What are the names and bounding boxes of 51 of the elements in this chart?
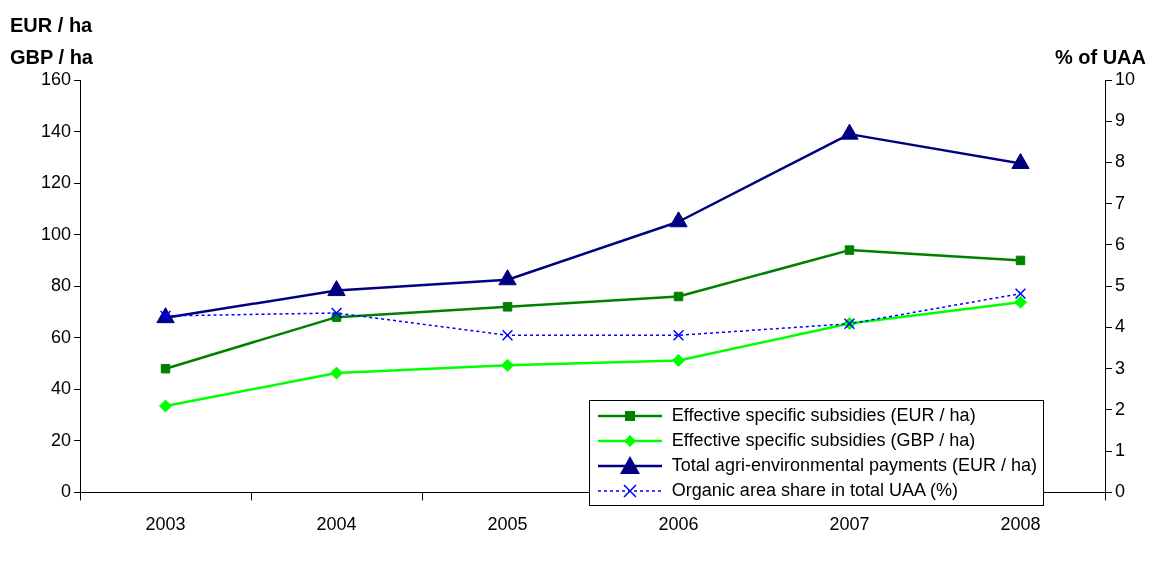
y2-tick-label: 10	[1114, 68, 1136, 89]
x-tick-label: 2008	[1000, 514, 1041, 535]
legend-label: Total agri-environmental payments (EUR / ha)	[671, 455, 1037, 476]
point	[1014, 287, 1027, 300]
y2-tick-label: 3	[1114, 357, 1125, 378]
point	[672, 353, 685, 367]
y-tick-label: 60	[51, 326, 72, 347]
point	[1015, 255, 1026, 266]
y-tick-label: 160	[40, 68, 72, 89]
x-tick-label: 2004	[316, 514, 357, 535]
y-axis-title: EUR / ha GBP / ha	[10, 14, 94, 68]
x-tick-label: 2006	[658, 514, 699, 535]
y2-tick-label: 6	[1114, 233, 1125, 254]
point	[160, 363, 171, 374]
point	[501, 358, 515, 372]
y-tick-label: 40	[51, 378, 72, 399]
point	[840, 123, 859, 140]
y-tick-label: 20	[51, 429, 72, 450]
point	[330, 366, 344, 380]
y-tick-label: 100	[40, 223, 72, 244]
point	[498, 269, 517, 286]
legend-label: Effective specific subsidies (GBP / ha)	[671, 430, 976, 451]
x-tick-label: 2005	[487, 514, 528, 535]
point	[669, 211, 688, 228]
x-tick-label: 2003	[145, 514, 186, 535]
y2-tick-label: 8	[1114, 151, 1125, 172]
y2-tick-label: 5	[1114, 275, 1125, 296]
y2-tick-label: 9	[1114, 110, 1125, 131]
y2-axis-title: % of UAA	[1054, 46, 1146, 68]
y-tick-label: 140	[40, 120, 72, 141]
point	[502, 302, 513, 312]
y2-tick-label: 2	[1114, 398, 1125, 419]
point	[327, 280, 346, 297]
point	[844, 245, 855, 255]
point	[1011, 153, 1030, 170]
y-tick-label: 80	[51, 275, 72, 296]
y2-tick-label: 0	[1114, 481, 1125, 502]
y2-tick-label: 4	[1114, 316, 1125, 337]
point	[501, 329, 514, 341]
point	[159, 399, 173, 413]
x-tick-label: 2007	[829, 514, 870, 535]
point	[673, 291, 684, 302]
y2-tick-label: 7	[1114, 192, 1125, 213]
y2-tick-label: 1	[1114, 440, 1125, 461]
point	[330, 307, 343, 319]
point	[1013, 295, 1027, 309]
y-tick-label: 0	[61, 481, 72, 502]
y-tick-label: 120	[40, 172, 72, 193]
legend-label: Organic area share in total UAA (%)	[671, 480, 958, 501]
point	[672, 329, 685, 341]
legend-label: Effective specific subsidies (EUR / ha)	[671, 405, 976, 426]
